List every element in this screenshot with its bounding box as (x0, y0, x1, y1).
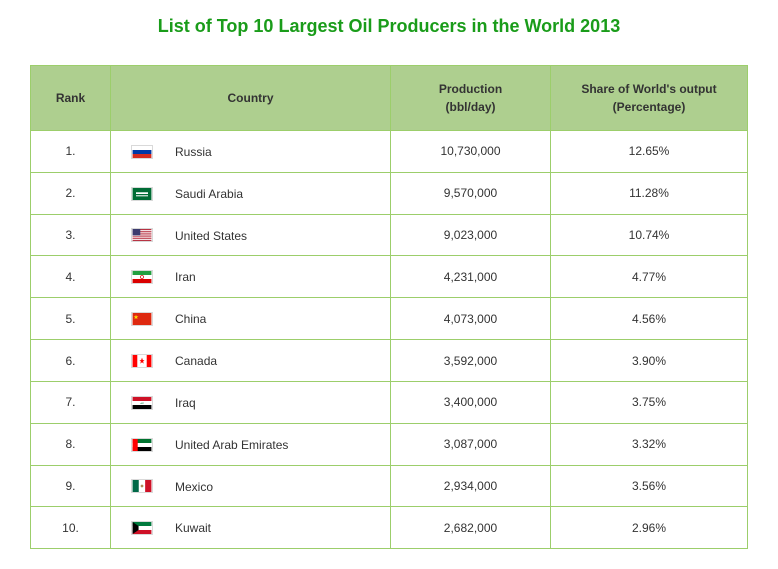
cell-production: 10,730,000 (391, 131, 551, 173)
col-rank: Rank (31, 66, 111, 131)
svg-text:الله: الله (140, 401, 144, 405)
cell-share: 11.28% (551, 172, 748, 214)
table-row: 1. Russia 10,730,00012.65% (31, 131, 748, 173)
cell-country: Russia (111, 131, 391, 173)
flag-icon (131, 270, 153, 284)
cell-rank: 9. (31, 465, 111, 507)
page-title: List of Top 10 Largest Oil Producers in … (30, 16, 748, 37)
cell-share: 4.56% (551, 298, 748, 340)
cell-country: United States (111, 214, 391, 256)
country-name: Mexico (175, 479, 213, 493)
flag-icon (131, 438, 153, 452)
cell-share: 4.77% (551, 256, 748, 298)
cell-rank: 1. (31, 131, 111, 173)
cell-production: 9,570,000 (391, 172, 551, 214)
col-production-l1: Production (439, 82, 502, 96)
col-share-l2: (Percentage) (613, 100, 686, 114)
cell-rank: 2. (31, 172, 111, 214)
table-row: 4. Iran 4,231,0004.77% (31, 256, 748, 298)
flag-icon (131, 145, 153, 159)
cell-production: 2,934,000 (391, 465, 551, 507)
cell-country: Iran (111, 256, 391, 298)
cell-rank: 6. (31, 340, 111, 382)
flag-icon: الله (131, 396, 153, 410)
cell-production: 3,400,000 (391, 381, 551, 423)
country-name: Saudi Arabia (175, 187, 243, 201)
table-row: 2. Saudi Arabia 9,570,00011.28% (31, 172, 748, 214)
cell-rank: 7. (31, 381, 111, 423)
cell-rank: 3. (31, 214, 111, 256)
table-row: 9. Mexico 2,934,0003.56% (31, 465, 748, 507)
cell-country: Canada (111, 340, 391, 382)
col-country: Country (111, 66, 391, 131)
cell-country: China (111, 298, 391, 340)
cell-rank: 8. (31, 423, 111, 465)
flag-icon (131, 228, 153, 242)
table-row: 3. United States 9,023,00010.74% (31, 214, 748, 256)
cell-production: 3,592,000 (391, 340, 551, 382)
cell-share: 2.96% (551, 507, 748, 549)
cell-country: Mexico (111, 465, 391, 507)
cell-country: Saudi Arabia (111, 172, 391, 214)
flag-icon (131, 354, 153, 368)
cell-country: United Arab Emirates (111, 423, 391, 465)
table-row: 6. Canada 3,592,0003.90% (31, 340, 748, 382)
cell-rank: 4. (31, 256, 111, 298)
cell-share: 3.56% (551, 465, 748, 507)
col-share-l1: Share of World's output (581, 82, 716, 96)
col-share: Share of World's output (Percentage) (551, 66, 748, 131)
flag-icon (131, 521, 153, 535)
cell-production: 4,073,000 (391, 298, 551, 340)
table-row: 10. Kuwait 2,682,0002.96% (31, 507, 748, 549)
country-name: Kuwait (175, 521, 211, 535)
cell-country: الله Iraq (111, 381, 391, 423)
country-name: United States (175, 228, 247, 242)
table-row: 8. United Arab Emirates 3,087,0003.32% (31, 423, 748, 465)
country-name: Iraq (175, 396, 196, 410)
cell-production: 2,682,000 (391, 507, 551, 549)
cell-rank: 5. (31, 298, 111, 340)
country-name: United Arab Emirates (175, 438, 288, 452)
cell-production: 9,023,000 (391, 214, 551, 256)
oil-producers-table: Rank Country Production (bbl/day) Share … (30, 65, 748, 549)
cell-production: 3,087,000 (391, 423, 551, 465)
cell-country: Kuwait (111, 507, 391, 549)
country-name: Iran (175, 270, 196, 284)
table-header-row: Rank Country Production (bbl/day) Share … (31, 66, 748, 131)
table-row: 7. الله Iraq 3,400,0003.75% (31, 381, 748, 423)
cell-share: 3.75% (551, 381, 748, 423)
country-name: Canada (175, 354, 217, 368)
flag-icon (131, 479, 153, 493)
cell-production: 4,231,000 (391, 256, 551, 298)
cell-share: 3.90% (551, 340, 748, 382)
col-production: Production (bbl/day) (391, 66, 551, 131)
cell-rank: 10. (31, 507, 111, 549)
col-production-l2: (bbl/day) (446, 100, 496, 114)
cell-share: 10.74% (551, 214, 748, 256)
table-row: 5. China 4,073,0004.56% (31, 298, 748, 340)
country-name: Russia (175, 145, 212, 159)
cell-share: 12.65% (551, 131, 748, 173)
country-name: China (175, 312, 206, 326)
cell-share: 3.32% (551, 423, 748, 465)
flag-icon (131, 187, 153, 201)
flag-icon (131, 312, 153, 326)
